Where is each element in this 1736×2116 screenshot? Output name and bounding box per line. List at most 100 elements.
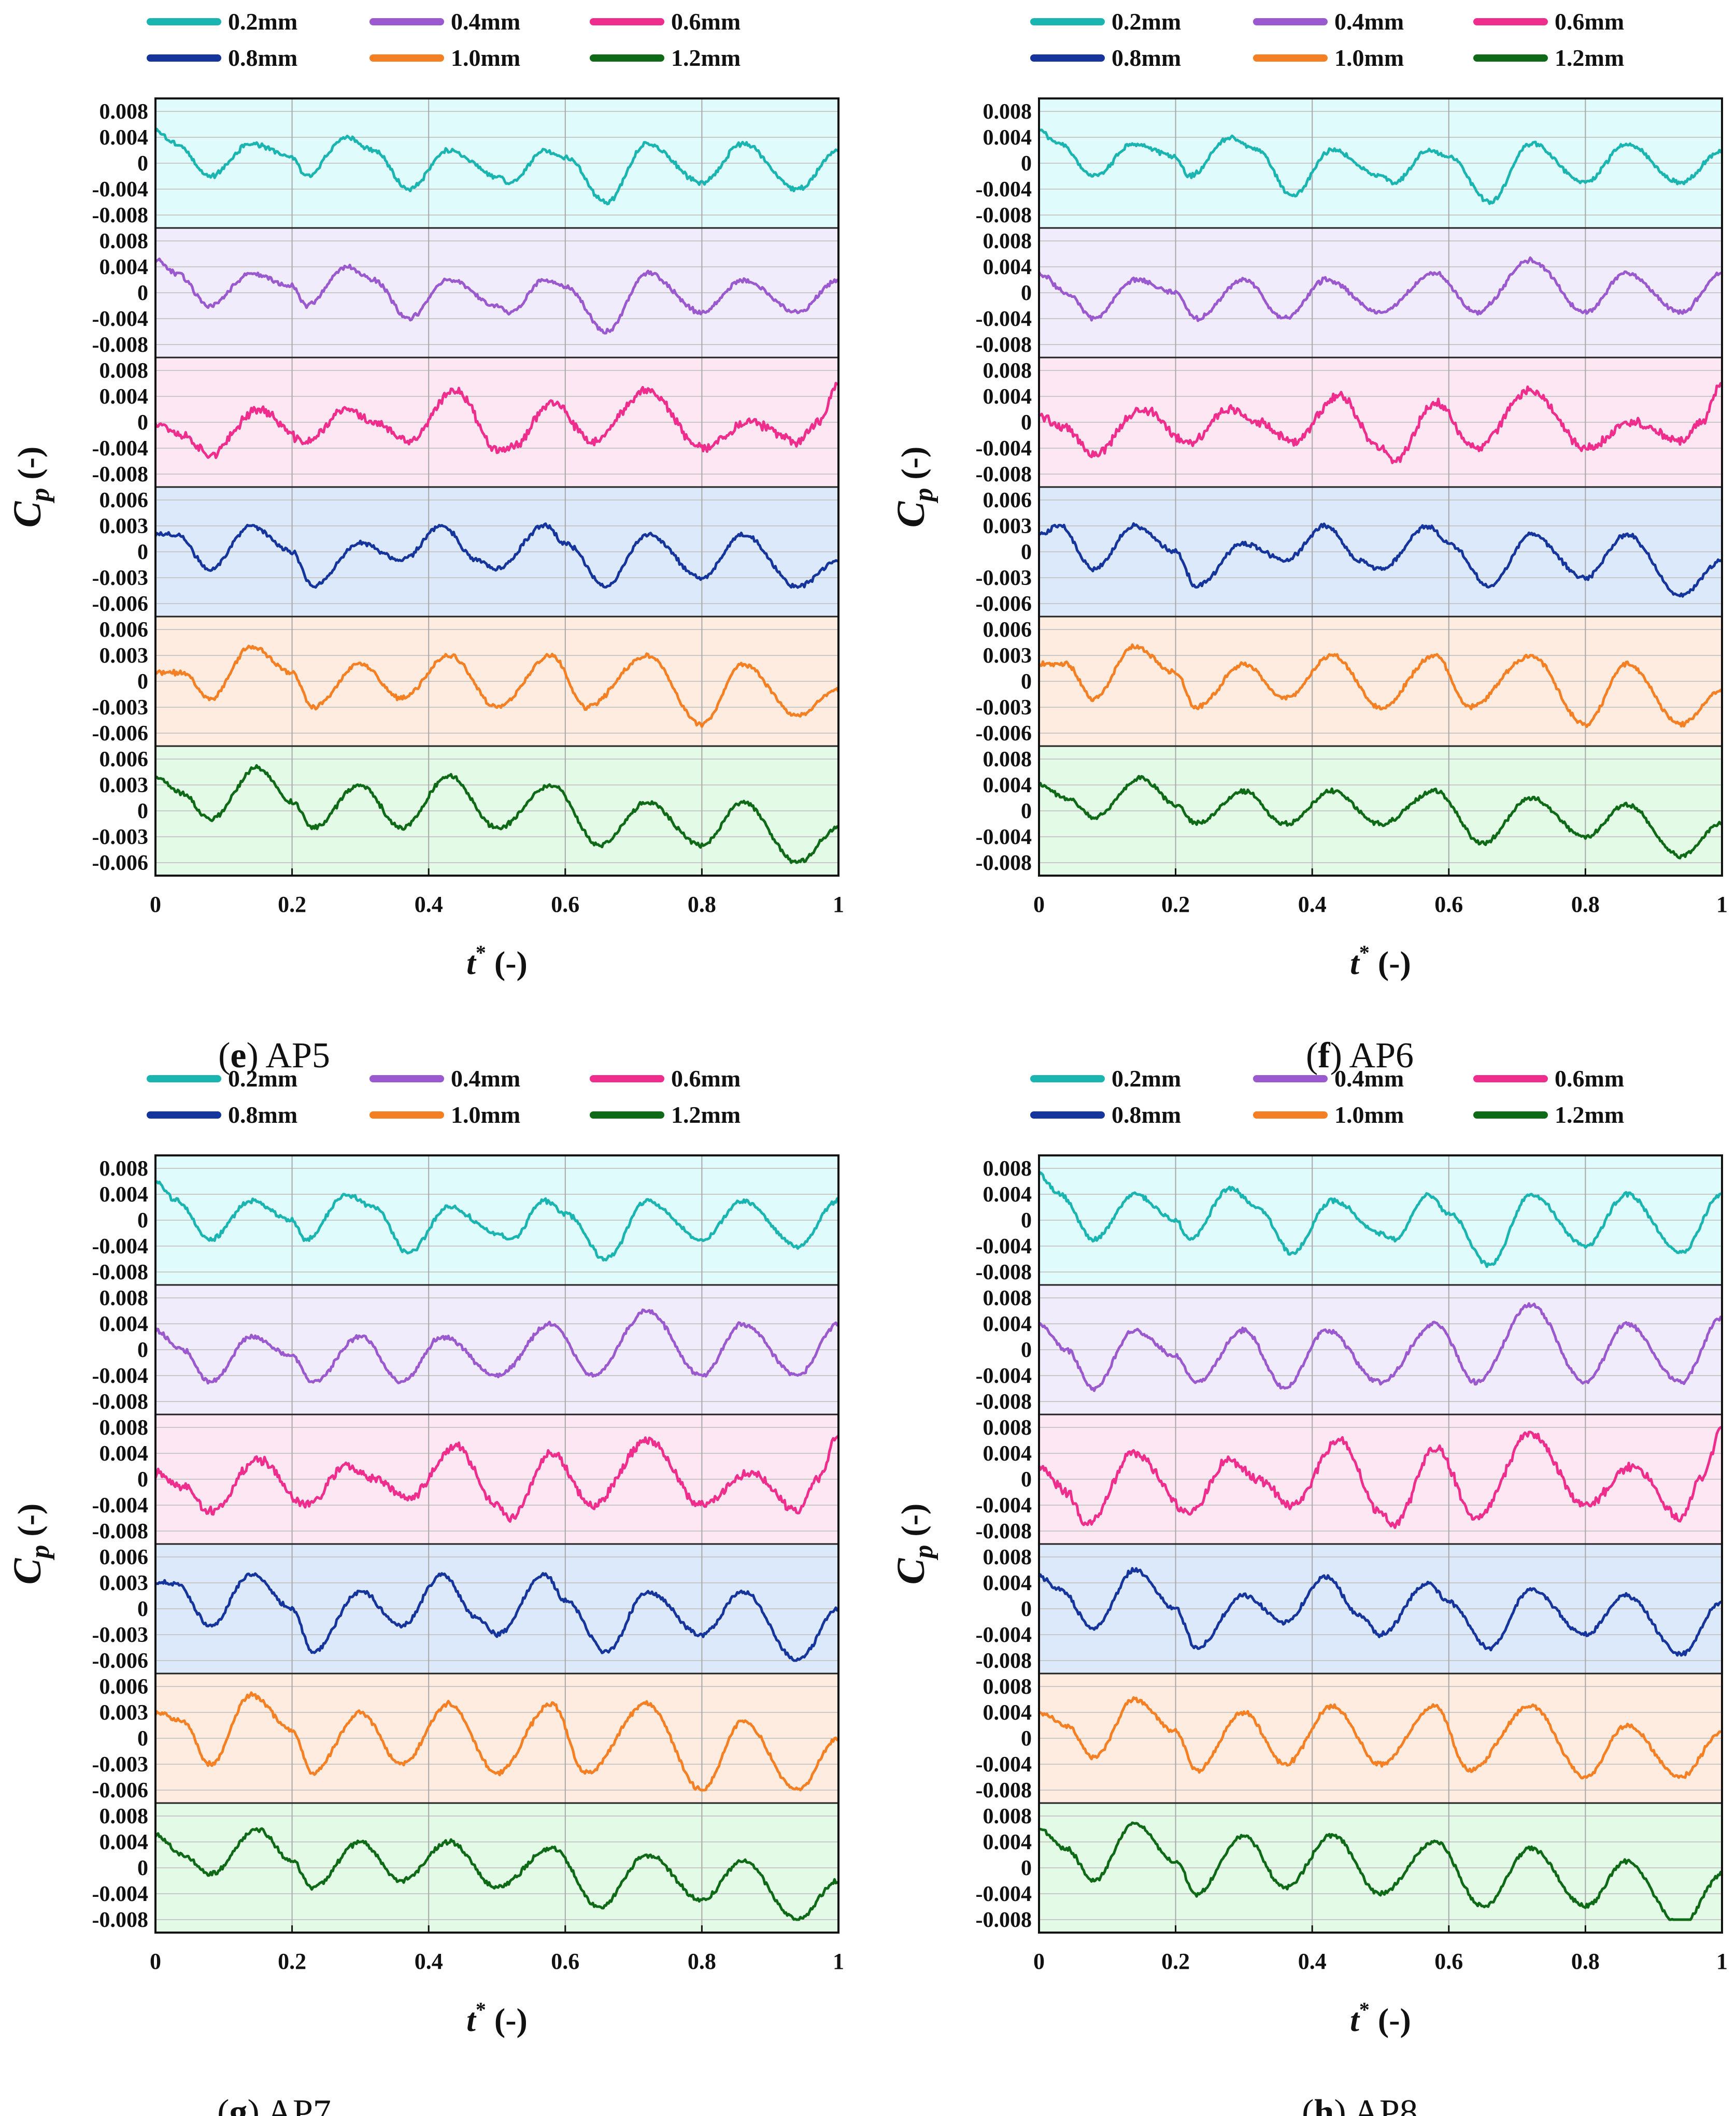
series-line-0-2mm bbox=[155, 1180, 840, 1262]
y-tick-label: -0.003 bbox=[92, 696, 149, 720]
y-tick-label: 0.004 bbox=[99, 1442, 149, 1466]
y-tick-label: -0.008 bbox=[92, 1261, 149, 1284]
y-tick-label: 0 bbox=[1021, 540, 1032, 564]
series-line-0-8mm bbox=[1038, 522, 1723, 598]
legend-label: 0.2mm bbox=[228, 1065, 297, 1092]
legend-label: 1.2mm bbox=[1555, 45, 1624, 71]
y-tick-label: -0.004 bbox=[976, 1753, 1032, 1777]
y-tick-label: 0 bbox=[137, 799, 148, 823]
y-tick-label: 0.003 bbox=[99, 774, 149, 797]
series-line-0-8mm bbox=[154, 1572, 839, 1662]
x-tick-label: 0.6 bbox=[551, 892, 579, 917]
y-tick-label: -0.003 bbox=[92, 825, 149, 849]
y-tick-label: 0.004 bbox=[983, 1442, 1032, 1466]
series-line-0-8mm bbox=[1037, 1567, 1723, 1657]
series-line-1-2mm bbox=[1038, 1821, 1724, 1921]
y-tick-label: -0.008 bbox=[92, 1390, 149, 1414]
y-tick-label: -0.008 bbox=[976, 1649, 1032, 1673]
legend-label: 0.8mm bbox=[228, 1102, 297, 1128]
y-tick-label: -0.008 bbox=[976, 204, 1032, 227]
y-tick-label: -0.003 bbox=[92, 1623, 149, 1647]
y-tick-label: -0.004 bbox=[92, 1882, 149, 1906]
y-tick-label: 0.004 bbox=[983, 385, 1032, 409]
y-tick-label: 0.008 bbox=[983, 1546, 1032, 1569]
y-tick-label: 0.004 bbox=[983, 1831, 1032, 1854]
x-tick-label: 1 bbox=[1716, 892, 1728, 917]
legend-label: 1.0mm bbox=[451, 45, 520, 71]
y-tick-label: -0.006 bbox=[92, 592, 149, 616]
y-tick-label: 0 bbox=[1021, 1856, 1032, 1880]
y-tick-label: 0.008 bbox=[99, 359, 149, 383]
y-axis-title: Cp (-) bbox=[889, 447, 938, 528]
series-line-0-6mm bbox=[154, 1435, 839, 1523]
y-tick-label: 0.003 bbox=[99, 1571, 149, 1595]
x-axis-title: t* (-) bbox=[466, 941, 528, 981]
y-tick-label: -0.008 bbox=[976, 1390, 1032, 1414]
series-line-1-2mm bbox=[1038, 775, 1723, 860]
x-axis-title: t* (-) bbox=[1350, 1998, 1411, 2038]
y-tick-label: 0.003 bbox=[99, 514, 149, 538]
legend-label: 0.4mm bbox=[451, 8, 520, 35]
chart-legend: 0.2mm 0.4mm 0.6mm 0.8mm 1.0mm 1.2mm bbox=[1030, 8, 1624, 71]
legend-label: 0.6mm bbox=[1555, 8, 1624, 35]
y-tick-label: -0.004 bbox=[92, 307, 149, 331]
x-tick-label: 0 bbox=[150, 1949, 161, 1974]
y-tick-label: -0.008 bbox=[92, 204, 149, 227]
y-tick-label: 0 bbox=[1021, 1727, 1032, 1751]
y-tick-label: -0.008 bbox=[92, 1908, 149, 1932]
series-line-1-0mm bbox=[1038, 1696, 1723, 1780]
legend-label: 0.2mm bbox=[228, 8, 297, 35]
y-tick-label: 0.008 bbox=[99, 100, 149, 124]
x-tick-label: 0.8 bbox=[688, 1949, 716, 1974]
series-line-1-2mm bbox=[154, 1827, 839, 1921]
axes-frame bbox=[154, 97, 839, 877]
y-tick-label: 0.004 bbox=[99, 126, 149, 150]
y-tick-label: 0 bbox=[137, 1468, 148, 1492]
panel-caption: (h) AP8 bbox=[1302, 2093, 1418, 2116]
y-tick-label: -0.008 bbox=[976, 463, 1032, 487]
y-tick-label: -0.004 bbox=[92, 1235, 149, 1259]
y-tick-label: 0 bbox=[137, 1856, 148, 1880]
y-tick-label: -0.003 bbox=[976, 566, 1032, 590]
x-tick-label: 0 bbox=[1033, 1949, 1045, 1974]
x-tick-label: 0.4 bbox=[1298, 892, 1327, 917]
series-line-0-2mm bbox=[1037, 1171, 1723, 1268]
legend-label: 0.2mm bbox=[1112, 8, 1181, 35]
y-tick-label: 0 bbox=[1021, 281, 1032, 305]
x-tick-label: 1 bbox=[1716, 1949, 1728, 1974]
y-tick-label: 0.004 bbox=[983, 774, 1032, 797]
y-tick-label: -0.004 bbox=[976, 1494, 1032, 1518]
series-line-1-2mm bbox=[154, 764, 839, 864]
y-tick-label: 0.004 bbox=[99, 255, 149, 279]
y-tick-label: -0.004 bbox=[976, 437, 1032, 461]
series-line-0-2mm bbox=[154, 127, 839, 206]
series-line-0-8mm bbox=[154, 522, 839, 589]
x-tick-label: 0.6 bbox=[1434, 1949, 1463, 1974]
y-tick-label: -0.008 bbox=[976, 333, 1032, 357]
legend-label: 0.8mm bbox=[228, 45, 297, 71]
x-axis-title: t* (-) bbox=[1350, 941, 1411, 981]
y-tick-label: 0 bbox=[137, 152, 148, 176]
axes-frame bbox=[154, 1154, 839, 1934]
y-tick-label: 0.003 bbox=[983, 644, 1032, 668]
y-tick-label: 0.006 bbox=[99, 489, 149, 512]
series-line-1-0mm bbox=[155, 645, 840, 728]
legend-label: 0.4mm bbox=[1334, 8, 1404, 35]
y-tick-label: 0.008 bbox=[983, 748, 1032, 771]
series-line-1-0mm bbox=[1037, 643, 1724, 728]
y-tick-label: 0 bbox=[1021, 1338, 1032, 1362]
